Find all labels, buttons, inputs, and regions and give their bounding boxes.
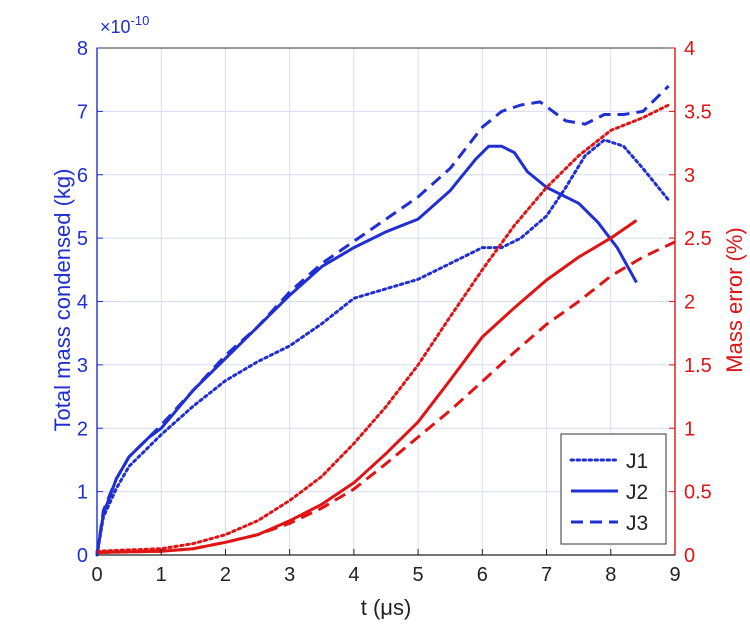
right-y-tick-label: 2.5	[684, 228, 712, 250]
left-y-tick-label: 7	[77, 101, 88, 123]
left-y-tick-label: 4	[77, 292, 88, 314]
right-y-tick-label: 3	[684, 165, 695, 187]
right-y-tick-label: 1.5	[684, 355, 712, 377]
series-j2-left	[95, 144, 638, 556]
x-tick-label: 4	[348, 564, 359, 586]
left-y-tick-label: 5	[77, 228, 88, 250]
x-tick-label: 6	[477, 564, 488, 586]
x-tick-label: 8	[605, 564, 616, 586]
series-j1-right	[95, 103, 671, 553]
multiplier-base: ×10	[100, 17, 131, 37]
left-y-tick-label: 1	[77, 482, 88, 504]
right-y-tick-label: 2	[684, 292, 695, 314]
left-axis-label: Total mass condensed (kg)	[50, 169, 75, 432]
left-y-tick-label: 0	[77, 545, 88, 567]
legend: J1 J2 J3	[560, 433, 667, 545]
left-y-tick-label: 3	[77, 355, 88, 377]
x-tick-label: 3	[284, 564, 295, 586]
x-tick-label: 5	[413, 564, 424, 586]
right-axis-label: Mass error (%)	[722, 227, 747, 372]
legend-label-j1: J1	[626, 450, 648, 473]
multiplier-exponent: -10	[131, 13, 150, 28]
left-y-tick-label: 8	[77, 38, 88, 60]
x-tick-label: 7	[541, 564, 552, 586]
series-j3-left	[95, 84, 670, 556]
series-lines	[95, 84, 676, 557]
right-y-tick-label: 0	[684, 545, 695, 567]
x-tick-label: 9	[669, 564, 680, 586]
right-y-tick-label: 4	[684, 38, 695, 60]
x-tick-label: 2	[220, 564, 231, 586]
legend-label-j2: J2	[626, 481, 648, 504]
series-j3-right	[96, 240, 676, 554]
series-j2-right	[96, 219, 638, 554]
right-y-tick-label: 0.5	[684, 482, 712, 504]
x-tick-label: 1	[156, 564, 167, 586]
left-y-tick-label: 2	[77, 418, 88, 440]
series-j1-left	[95, 138, 671, 557]
legend-box	[560, 433, 667, 545]
x-axis-label: t (μs)	[361, 595, 412, 620]
left-y-tick-label: 6	[77, 165, 88, 187]
legend-label-j3: J3	[626, 512, 648, 535]
right-y-tick-label: 1	[684, 418, 695, 440]
x-tick-label: 0	[91, 564, 102, 586]
right-y-tick-label: 3.5	[684, 101, 712, 123]
left-axis-multiplier: ×10-10	[100, 13, 149, 37]
